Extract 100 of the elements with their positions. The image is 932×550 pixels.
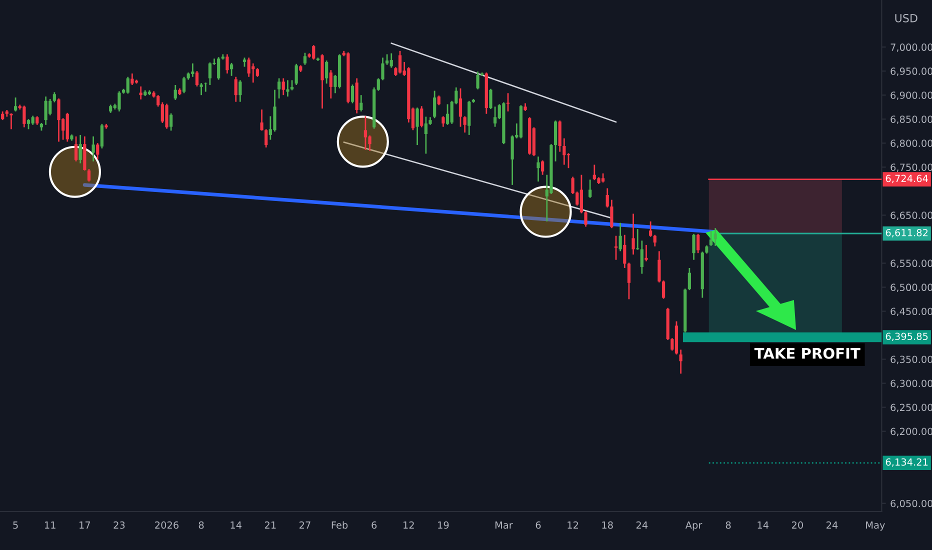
candlestick xyxy=(182,76,186,94)
candlestick xyxy=(386,54,389,66)
candlestick xyxy=(139,86,142,100)
candlestick xyxy=(644,244,648,262)
candlestick xyxy=(195,70,199,88)
candlestick xyxy=(618,222,622,252)
x-tick-label: 24 xyxy=(636,521,648,529)
candlestick xyxy=(74,136,78,162)
candlestick xyxy=(420,105,424,128)
candlestick xyxy=(204,82,208,92)
candlestick xyxy=(174,84,177,101)
candlestick xyxy=(653,234,656,248)
candlestick xyxy=(489,88,492,110)
candlestick xyxy=(416,106,419,146)
candlestick xyxy=(692,233,696,261)
x-tick-label: 20 xyxy=(792,521,803,529)
candlestick xyxy=(463,116,466,134)
x-tick-label: 27 xyxy=(300,521,310,529)
candlestick xyxy=(26,118,30,130)
x-tick-label: 18 xyxy=(602,521,613,529)
text: USD xyxy=(895,14,918,22)
x-tick-label: 6 xyxy=(372,521,377,529)
candlestick xyxy=(165,103,168,130)
candlestick xyxy=(126,76,130,94)
candlestick xyxy=(688,267,691,291)
candlestick xyxy=(273,89,276,132)
x-tick-label: 8 xyxy=(198,521,204,529)
candlestick xyxy=(679,348,682,374)
x-tick-label: 14 xyxy=(758,522,769,529)
candlestick xyxy=(14,96,18,112)
x-tick-label: 11 xyxy=(44,522,56,529)
candlestick xyxy=(226,54,229,74)
x-tick-label: 14 xyxy=(230,522,242,529)
candlestick xyxy=(10,112,13,130)
x-tick-label: Apr xyxy=(685,522,702,531)
candlestick xyxy=(398,50,402,74)
x-tick-label: 12 xyxy=(404,521,414,529)
candlestick xyxy=(437,94,440,106)
candlestick xyxy=(493,106,497,128)
candlestick xyxy=(96,142,100,160)
x-tick-label: Mar xyxy=(495,522,513,529)
candlestick xyxy=(446,104,450,126)
candlestick xyxy=(57,98,60,142)
candlestick xyxy=(329,69,332,100)
candlestick xyxy=(606,188,609,208)
candlestick xyxy=(381,56,384,81)
candlestick xyxy=(364,116,368,151)
candlestick xyxy=(303,52,307,66)
candlestick xyxy=(714,227,717,247)
ref-line-label: 6,134.21 xyxy=(886,458,928,467)
candlestick xyxy=(118,90,121,112)
x-tick-label: 8 xyxy=(726,521,731,529)
candlestick xyxy=(623,234,626,269)
candlestick xyxy=(649,220,652,238)
candlestick xyxy=(580,174,583,214)
candlestick xyxy=(242,56,246,68)
candlestick xyxy=(260,108,264,132)
x-tick-label: 24 xyxy=(826,521,838,529)
candlestick xyxy=(247,56,250,78)
x-tick-label: 5 xyxy=(13,522,18,529)
candlestick xyxy=(442,116,445,128)
candlestick xyxy=(238,80,242,103)
candlestick xyxy=(325,60,328,84)
candlestick xyxy=(390,52,393,68)
candlestick xyxy=(286,80,290,98)
candlestick xyxy=(264,128,268,148)
ref-line-label: 6,724.64 xyxy=(886,174,928,184)
candlestick xyxy=(709,230,713,247)
candlestick xyxy=(627,262,631,300)
candlestick xyxy=(632,213,635,256)
x-tick-label: 23 xyxy=(114,521,125,529)
candlestick xyxy=(614,235,618,261)
x-tick-label: Feb xyxy=(332,521,348,529)
x-tick-label: 12 xyxy=(568,521,578,529)
candlestick xyxy=(234,76,238,103)
candlestick xyxy=(92,136,95,162)
candlestick xyxy=(562,138,566,166)
x-tick-label: 17 xyxy=(80,522,90,529)
candlestick xyxy=(588,178,592,199)
candlestick xyxy=(662,280,666,300)
candlestick xyxy=(640,240,644,274)
candlestick xyxy=(458,88,462,128)
candlestick xyxy=(31,115,34,126)
candlestick xyxy=(658,250,661,284)
x-tick-label: 2026 xyxy=(155,521,179,529)
candlestick xyxy=(87,168,91,182)
candlestick xyxy=(536,156,540,182)
x-tick-label: 6 xyxy=(536,521,541,529)
candlestick xyxy=(541,160,544,176)
candlestick xyxy=(601,172,605,184)
candlestick xyxy=(191,62,194,78)
x-tick-label: 21 xyxy=(264,521,276,529)
x-tick-label: May xyxy=(866,522,885,531)
candlestick xyxy=(610,199,614,229)
candlestick xyxy=(554,120,558,162)
candlestick xyxy=(78,134,82,164)
ref-line-label: 6,395.85 xyxy=(886,332,928,342)
ref-line-label: 6,611.82 xyxy=(886,228,928,238)
candlestick xyxy=(230,62,234,77)
candlestick xyxy=(100,123,104,150)
